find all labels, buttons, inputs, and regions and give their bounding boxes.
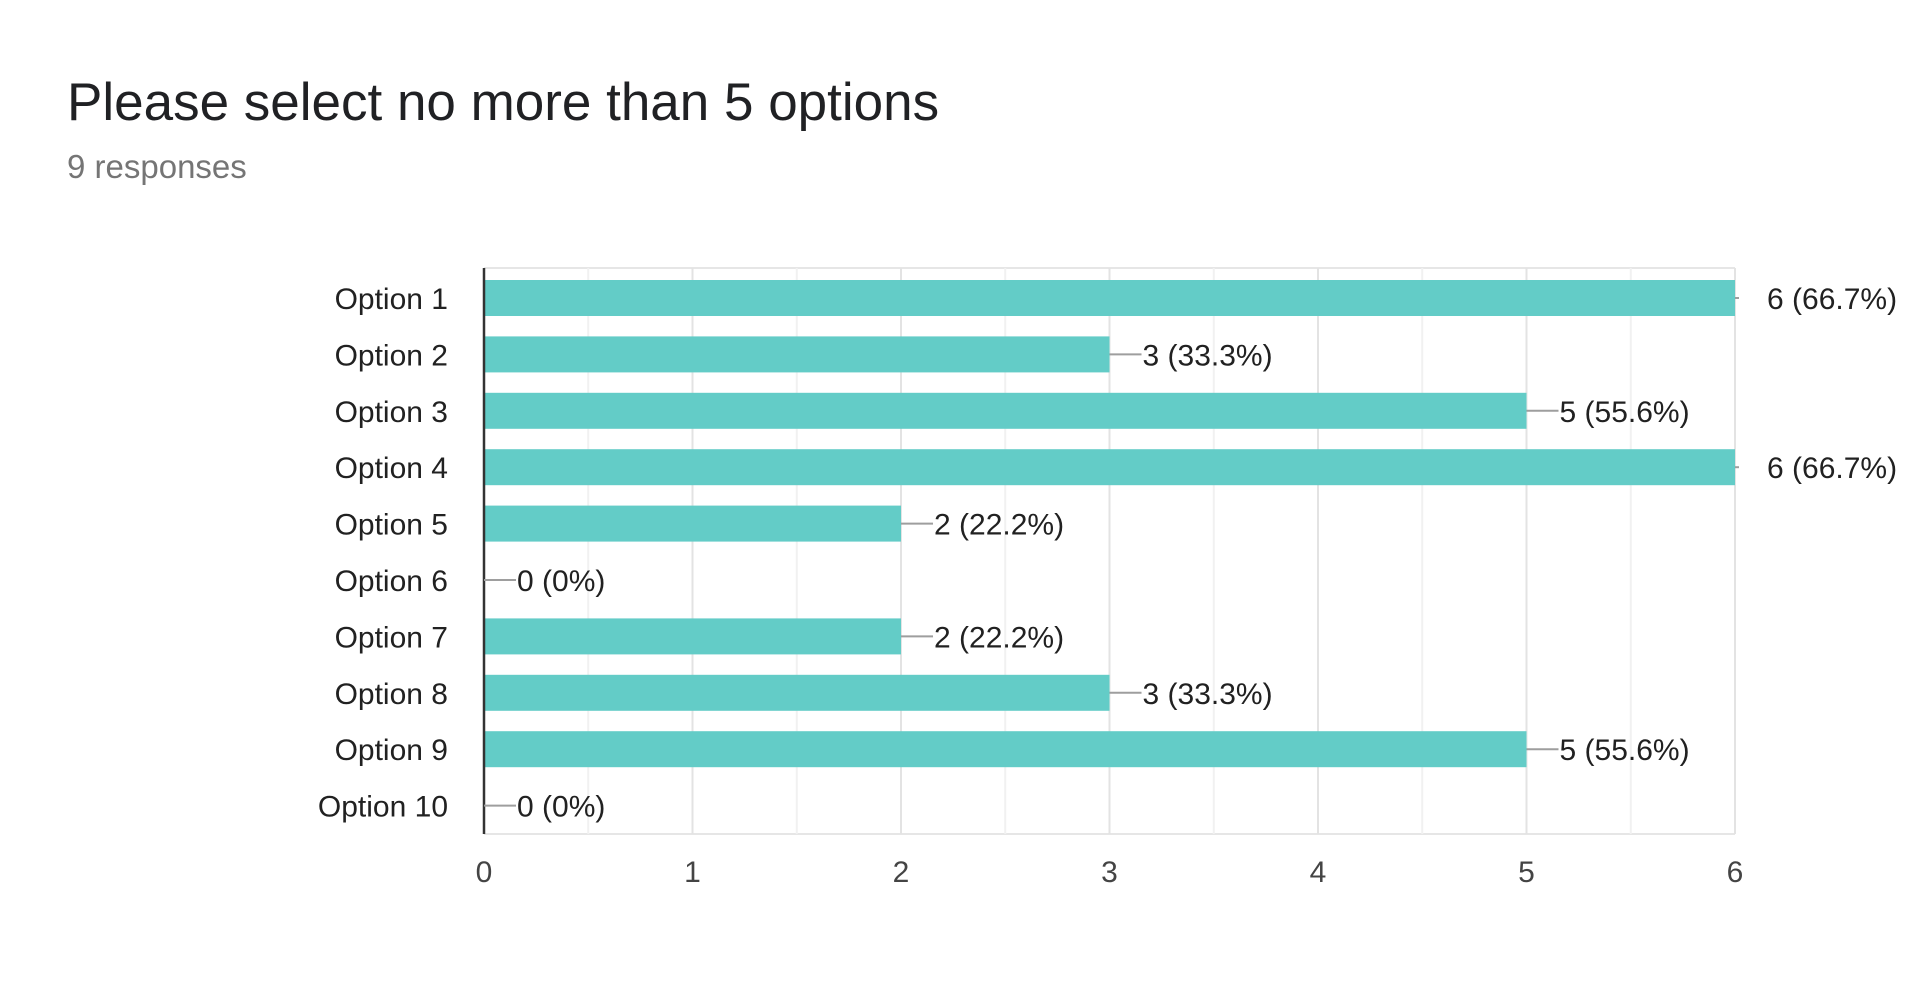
x-tick-label: 6 [1727,856,1744,889]
category-label: Option 8 [335,678,448,711]
data-label: 6 (66.7%) [1767,452,1897,485]
x-tick-label: 4 [1310,856,1327,889]
category-label: Option 5 [335,509,448,542]
x-tick-label: 0 [476,856,493,889]
x-tick-label: 5 [1518,856,1535,889]
bar [484,336,1110,373]
data-label: 5 (55.6%) [1560,396,1690,429]
bar [484,674,1110,711]
data-label: 0 (0%) [517,791,605,824]
category-label: Option 4 [335,452,448,485]
x-tick-label: 3 [1101,856,1118,889]
bar [484,449,1735,486]
bar [484,505,901,542]
data-label: 3 (33.3%) [1143,339,1273,372]
category-label: Option 1 [335,283,448,316]
bar [484,392,1527,429]
data-label: 3 (33.3%) [1143,678,1273,711]
x-tick-label: 1 [684,856,701,889]
question-title: Please select no more than 5 options [67,73,940,132]
data-labels: 6 (66.7%) 3 (33.3%) 5 (55.6%) 6 (66.7%) 2 (2… [484,283,1897,824]
axes: 0 1 2 3 4 5 6 Option 1 Option 2 Option 3 Option 4 O… [318,268,1743,889]
category-label: Option 3 [335,396,448,429]
data-label: 0 (0%) [517,565,605,598]
x-tick-label: 2 [893,856,910,889]
bar [484,618,901,655]
category-label: Option 2 [335,339,448,372]
category-label: Option 6 [335,565,448,598]
category-label: Option 9 [335,734,448,767]
bar [484,731,1527,768]
bars [484,280,1735,768]
data-label: 6 (66.7%) [1767,283,1897,316]
response-count: 9 responses [67,148,247,185]
data-label: 5 (55.6%) [1560,734,1690,767]
bar [484,280,1735,316]
data-label: 2 (22.2%) [934,621,1064,654]
data-label: 2 (22.2%) [934,509,1064,542]
category-label: Option 7 [335,621,448,654]
category-label: Option 10 [318,791,448,824]
